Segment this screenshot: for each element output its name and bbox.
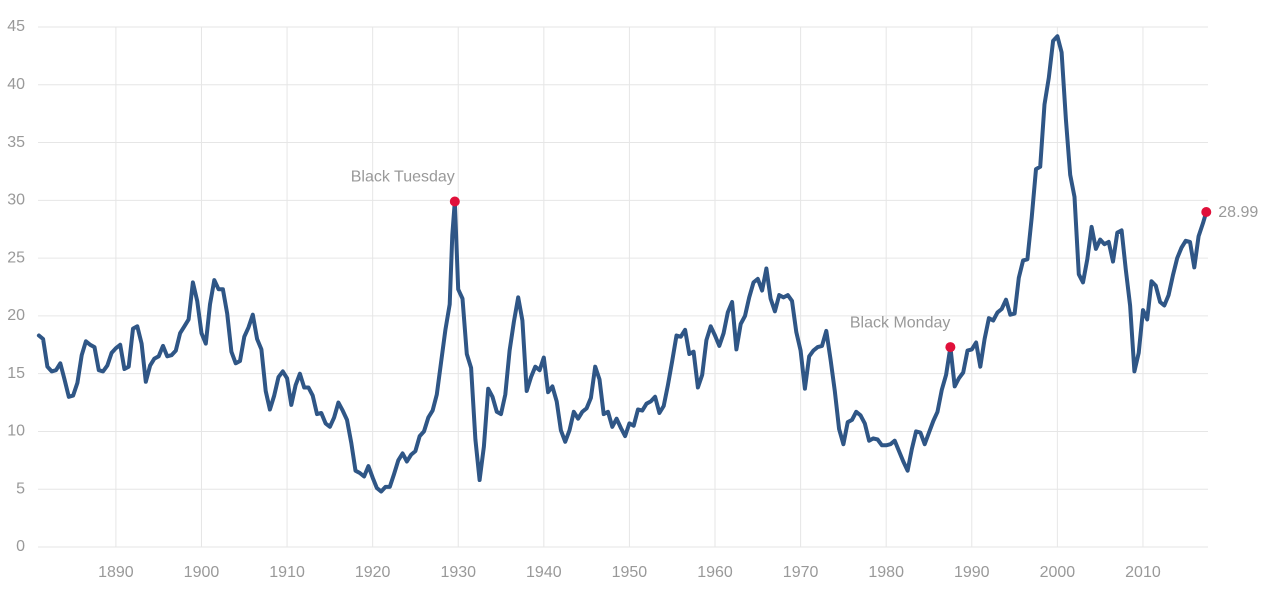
annotation-marker — [945, 342, 956, 353]
x-tick-label: 1960 — [697, 564, 733, 581]
x-tick-label: 1980 — [868, 564, 904, 581]
y-tick-label: 15 — [7, 365, 25, 382]
x-tick-label: 1950 — [612, 564, 648, 581]
annotation-marker — [1201, 207, 1212, 218]
y-tick-label: 5 — [16, 480, 25, 497]
y-tick-label: 35 — [7, 134, 25, 151]
y-tick-label: 20 — [7, 307, 25, 324]
x-tick-label: 1940 — [526, 564, 562, 581]
x-tick-label: 1910 — [269, 564, 305, 581]
y-tick-label: 45 — [7, 18, 25, 35]
x-tick-label: 1920 — [355, 564, 391, 581]
annotation-label: 28.99 — [1218, 204, 1258, 221]
x-tick-label: 1890 — [98, 564, 134, 581]
annotation-label: Black Monday — [850, 314, 951, 331]
annotation-marker — [449, 196, 460, 207]
y-tick-label: 0 — [16, 538, 25, 555]
x-tick-label: 1990 — [954, 564, 990, 581]
x-tick-label: 2000 — [1040, 564, 1076, 581]
y-tick-label: 25 — [7, 249, 25, 266]
x-tick-label: 1930 — [440, 564, 476, 581]
data-line — [36, 34, 1209, 494]
x-tick-label: 1970 — [783, 564, 819, 581]
annotation-label: Black Tuesday — [351, 169, 455, 186]
x-tick-label: 2010 — [1125, 564, 1161, 581]
y-tick-label: 10 — [7, 423, 25, 440]
y-tick-label: 30 — [7, 192, 25, 209]
y-tick-label: 40 — [7, 76, 25, 93]
x-tick-label: 1900 — [184, 564, 220, 581]
